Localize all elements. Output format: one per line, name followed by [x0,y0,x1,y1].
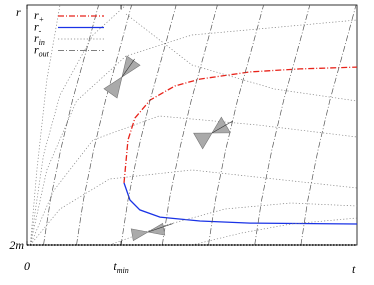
curve [208,5,264,245]
curve [123,182,357,225]
x-tick-label: 0 [24,259,30,273]
curve [254,5,311,245]
x-tick-label: tmin [113,259,128,275]
y-tick-label-main: 2m [9,238,24,252]
curve [29,115,357,245]
legend-name: r [34,43,39,57]
legend-label: rout [34,43,50,59]
x-axis-label: t [352,262,356,276]
light-cone [130,222,174,242]
curve [76,5,132,245]
plot-frame [26,4,358,246]
legend-sub: + [39,15,44,24]
legend-label: rin [34,31,45,47]
curve [43,5,99,245]
legend-sub: - [39,27,42,36]
legend-label: r- [34,20,42,36]
legend-name: r [34,8,39,22]
legend-sub: in [39,38,45,47]
x-tick-label-sub: min [117,266,129,275]
curves [29,5,357,245]
y-tick-label: 2m [9,238,24,252]
x-tick-label-main: t [113,259,117,273]
legend-name: r [34,31,39,45]
curve [120,5,177,245]
y-axis-label: r [16,5,21,19]
curve [161,5,218,245]
light-cones [103,55,233,242]
curve [30,169,357,245]
curve [125,13,357,102]
curve [29,19,357,245]
curve [300,5,357,245]
legend-label: r+ [34,8,44,24]
legend-name: r [34,20,39,34]
legend-sub: out [39,50,50,59]
light-cone [103,55,141,99]
curve [123,66,357,183]
light-cone [193,116,233,150]
